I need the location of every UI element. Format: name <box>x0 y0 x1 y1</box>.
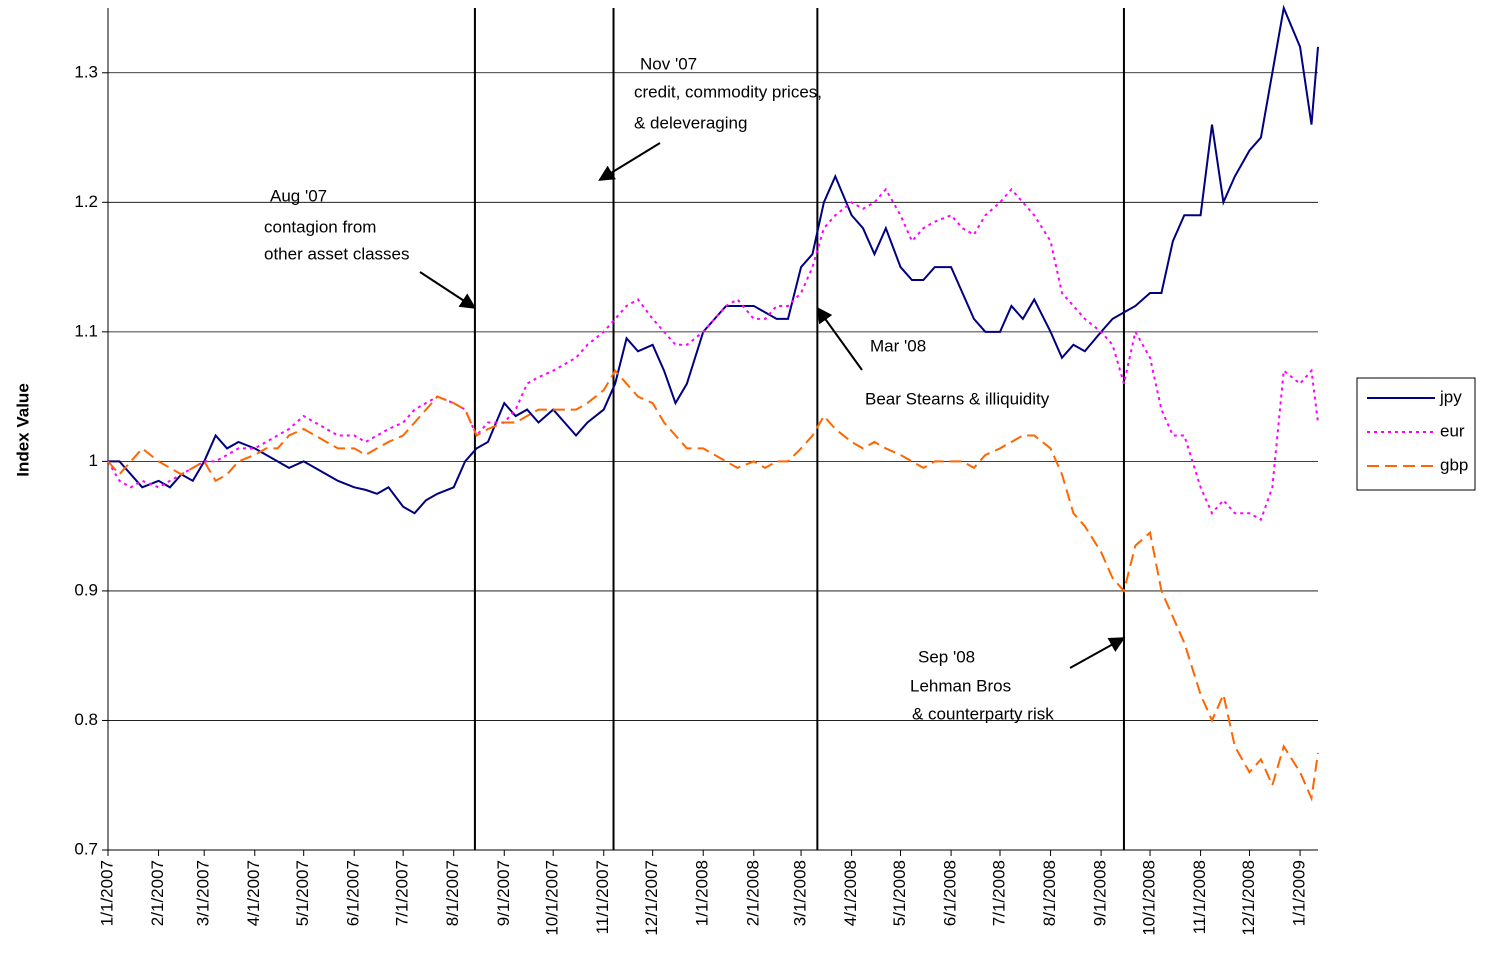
y-tick-label: 0.7 <box>74 839 98 858</box>
x-tick-label: 5/1/2007 <box>293 860 312 926</box>
y-tick-label: 0.9 <box>74 580 98 599</box>
event-arrow <box>1069 637 1126 669</box>
x-tick-label: 5/1/2008 <box>890 860 909 926</box>
x-tick-label: 11/1/2007 <box>593 860 612 934</box>
event-annotation: other asset classes <box>264 244 410 263</box>
legend-label: eur <box>1440 421 1465 440</box>
x-tick-label: 4/1/2007 <box>244 860 263 926</box>
x-tick-label: 10/1/2007 <box>543 860 562 936</box>
x-tick-label: 4/1/2008 <box>841 860 860 926</box>
x-tick-label: 1/1/2009 <box>1290 860 1309 926</box>
x-tick-label: 6/1/2008 <box>941 860 960 926</box>
event-annotation: Sep '08 <box>918 647 975 666</box>
event-arrow <box>419 271 477 309</box>
x-tick-label: 1/1/2007 <box>97 860 116 926</box>
event-annotation: & counterparty risk <box>912 704 1054 723</box>
event-annotation: Lehman Bros <box>910 676 1011 695</box>
x-tick-label: 3/1/2008 <box>791 860 810 926</box>
x-tick-label: 7/1/2007 <box>393 860 412 926</box>
x-tick-label: 8/1/2007 <box>443 860 462 926</box>
legend-label: jpy <box>1439 387 1462 406</box>
y-axis-label: Index Value <box>13 383 32 477</box>
x-tick-label: 9/1/2008 <box>1091 860 1110 926</box>
event-annotation: contagion from <box>264 217 376 236</box>
y-tick-label: 1.2 <box>74 192 98 211</box>
x-tick-label: 9/1/2007 <box>494 860 513 926</box>
event-annotation: Bear Stearns & illiquidity <box>865 389 1050 408</box>
event-annotation: Aug '07 <box>270 186 327 205</box>
x-tick-label: 3/1/2007 <box>194 860 213 926</box>
x-tick-label: 2/1/2007 <box>148 860 167 926</box>
x-tick-label: 6/1/2007 <box>344 860 363 926</box>
x-tick-label: 12/1/2007 <box>642 860 661 936</box>
event-arrow <box>598 142 661 181</box>
series-line <box>107 187 1319 522</box>
x-tick-label: 7/1/2008 <box>989 860 1008 926</box>
event-annotation: & deleveraging <box>634 113 747 132</box>
event-arrow <box>816 306 863 371</box>
y-tick-label: 1.1 <box>74 321 98 340</box>
legend-label: gbp <box>1440 455 1468 474</box>
series-line <box>108 4 1319 515</box>
event-annotation: credit, commodity prices, <box>634 82 822 101</box>
y-tick-label: 0.8 <box>74 710 98 729</box>
x-tick-label: 2/1/2008 <box>743 860 762 926</box>
x-tick-label: 1/1/2008 <box>693 860 712 926</box>
x-tick-label: 12/1/2008 <box>1239 860 1258 936</box>
event-annotation: Nov '07 <box>640 54 697 73</box>
x-tick-label: 8/1/2008 <box>1040 860 1059 926</box>
series-line <box>107 369 1319 802</box>
y-tick-label: 1 <box>89 451 98 470</box>
legend-box <box>1356 377 1476 491</box>
x-tick-label: 10/1/2008 <box>1140 860 1159 936</box>
y-tick-label: 1.3 <box>74 62 98 81</box>
x-tick-label: 11/1/2008 <box>1190 860 1209 934</box>
event-annotation: Mar '08 <box>870 336 926 355</box>
